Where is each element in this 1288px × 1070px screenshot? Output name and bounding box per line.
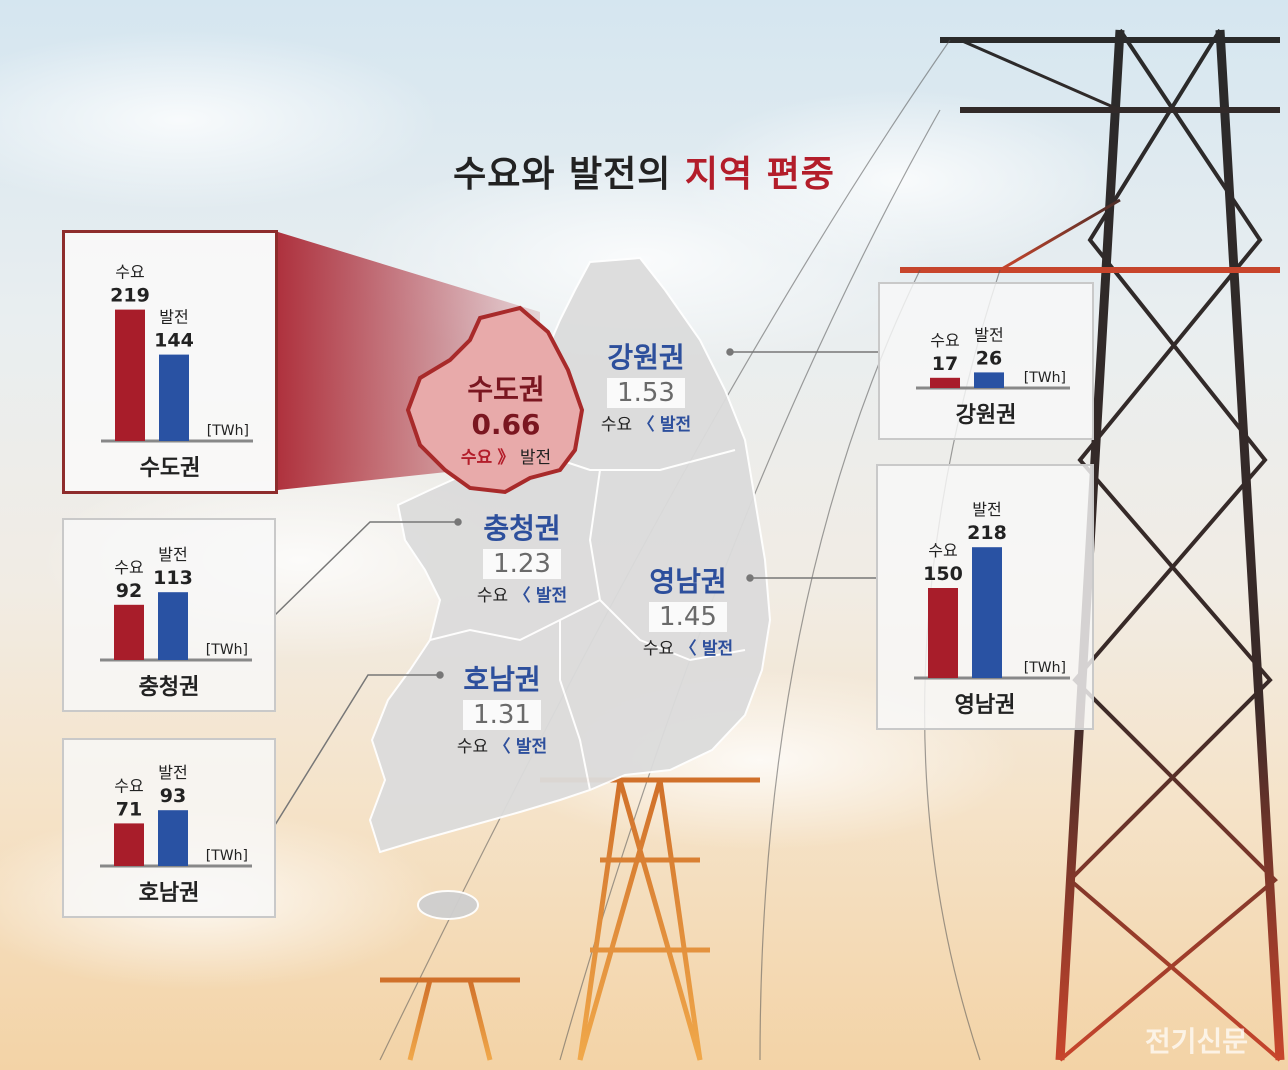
watermark: 전기신문 bbox=[1144, 1025, 1248, 1058]
category-label: 충청권 bbox=[139, 675, 200, 700]
demand-bar bbox=[114, 604, 144, 660]
category-label: 강원권 bbox=[956, 403, 1017, 428]
category-label: 영남권 bbox=[955, 693, 1016, 718]
region-label-yeongnam: 영남권 1.45 수요 〈 발전 bbox=[628, 560, 748, 659]
generation-value: 113 bbox=[153, 567, 193, 589]
generation-bar bbox=[158, 592, 188, 660]
region-ratio: 1.53 bbox=[607, 378, 685, 408]
generation-bar bbox=[159, 354, 189, 441]
region-relation: 수요 〈 발전 bbox=[642, 639, 734, 659]
panel-gangwon: 17 수요 26 발전 [TWh] 강원권 bbox=[878, 282, 1094, 440]
unit-label: [TWh] bbox=[206, 848, 248, 864]
unit-label: [TWh] bbox=[207, 423, 249, 439]
demand-value: 17 bbox=[932, 353, 958, 375]
region-name: 강원권 bbox=[607, 341, 685, 374]
panel-yeongnam: 150 수요 218 발전 [TWh] 영남권 bbox=[876, 464, 1094, 730]
region-name: 수도권 bbox=[467, 373, 545, 406]
generation-value: 93 bbox=[160, 785, 186, 807]
region-name: 호남권 bbox=[463, 663, 541, 696]
panel-honam: 71 수요 93 발전 [TWh] 호남권 bbox=[62, 738, 276, 918]
category-label: 수도권 bbox=[140, 456, 201, 481]
unit-label: [TWh] bbox=[1024, 370, 1066, 386]
generation-label: 발전 bbox=[158, 763, 187, 782]
region-relation: 수요 》 발전 bbox=[460, 448, 552, 468]
panel-chungcheong: 92 수요 113 발전 [TWh] 충청권 bbox=[62, 518, 276, 712]
demand-value: 150 bbox=[923, 563, 963, 585]
demand-label: 수요 bbox=[930, 331, 959, 350]
demand-label: 수요 bbox=[114, 558, 143, 577]
generation-bar bbox=[974, 372, 1004, 388]
region-relation: 수요 〈 발전 bbox=[600, 415, 692, 435]
demand-value: 92 bbox=[116, 580, 142, 602]
demand-bar bbox=[115, 309, 145, 441]
demand-bar bbox=[114, 823, 144, 866]
region-ratio: 1.31 bbox=[463, 700, 541, 730]
demand-label: 수요 bbox=[115, 263, 144, 282]
generation-value: 26 bbox=[976, 347, 1002, 369]
demand-bar bbox=[928, 588, 958, 678]
generation-value: 144 bbox=[154, 330, 194, 352]
region-relation: 수요 〈 발전 bbox=[456, 737, 548, 757]
region-relation: 수요 〈 발전 bbox=[476, 586, 568, 606]
demand-label: 수요 bbox=[114, 776, 143, 795]
unit-label: [TWh] bbox=[206, 642, 248, 658]
generation-value: 218 bbox=[967, 522, 1007, 544]
region-name: 충청권 bbox=[483, 512, 561, 545]
category-label: 호남권 bbox=[139, 881, 200, 906]
demand-bar bbox=[930, 377, 960, 388]
region-name: 영남권 bbox=[649, 565, 727, 598]
region-label-gangwon: 강원권 1.53 수요 〈 발전 bbox=[586, 336, 706, 435]
generation-bar bbox=[972, 547, 1002, 678]
demand-label: 수요 bbox=[928, 541, 957, 560]
generation-label: 발전 bbox=[972, 500, 1001, 519]
region-label-honam: 호남권 1.31 수요 〈 발전 bbox=[442, 658, 562, 757]
region-ratio: 1.45 bbox=[649, 602, 727, 632]
generation-label: 발전 bbox=[158, 545, 187, 564]
sudo-region-shape bbox=[405, 305, 585, 495]
region-ratio: 0.66 bbox=[471, 408, 541, 441]
demand-value: 71 bbox=[116, 798, 142, 820]
region-ratio: 1.23 bbox=[483, 549, 561, 579]
region-label-chungcheong: 충청권 1.23 수요 〈 발전 bbox=[462, 507, 582, 606]
generation-bar bbox=[158, 810, 188, 866]
panel-sudo: 219 수요 144 발전 [TWh] 수도권 bbox=[62, 230, 278, 494]
infographic-title: 수요와 발전의 지역 편중 bbox=[453, 154, 835, 195]
region-label-sudo: 수도권 0.66 수요 》 발전 bbox=[436, 368, 576, 468]
generation-label: 발전 bbox=[974, 325, 1003, 344]
generation-label: 발전 bbox=[159, 308, 188, 327]
unit-label: [TWh] bbox=[1024, 660, 1066, 676]
demand-value: 219 bbox=[110, 285, 150, 307]
